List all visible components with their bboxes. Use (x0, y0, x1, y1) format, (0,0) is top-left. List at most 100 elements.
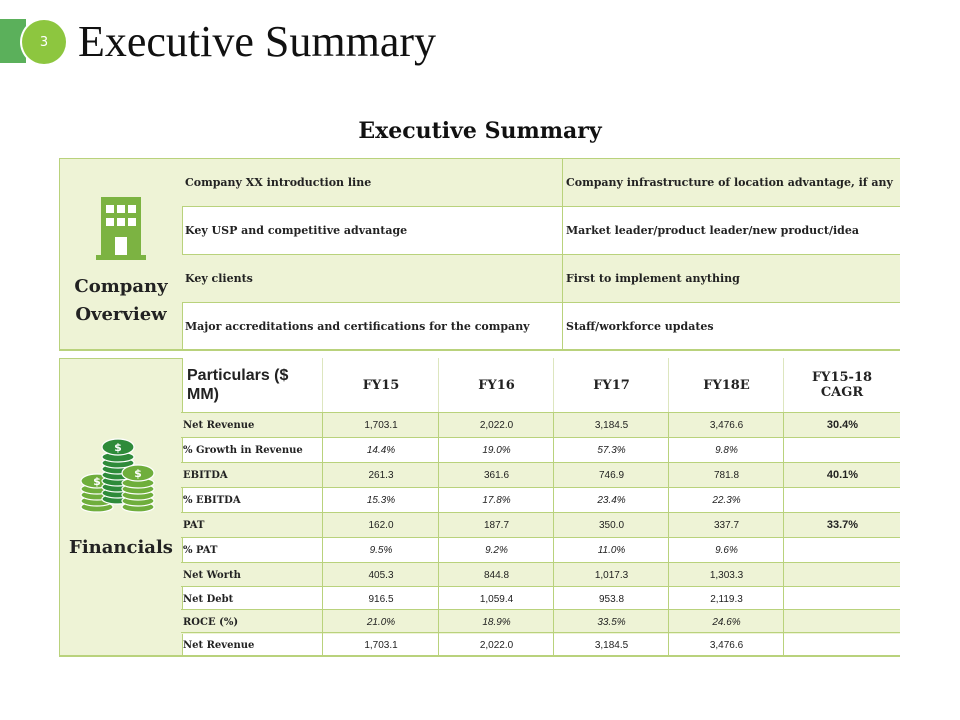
financials-row: % EBITDA 15.3% 17.8% 23.4% 22.3% (181, 487, 900, 512)
financials-cell-cagr (783, 538, 901, 562)
financials-cell-fy15: 261.3 (322, 463, 439, 487)
financials-cell-fy18e: 1,303.3 (668, 563, 784, 587)
financials-cell-cagr: 33.7% (783, 513, 901, 537)
financials-cell-fy16: 2,022.0 (438, 413, 554, 437)
financials-cell-cagr (783, 488, 901, 512)
header-fy15: FY15 (322, 358, 439, 412)
financials-row: Net Revenue 1,703.1 2,022.0 3,184.5 3,476.6 (181, 632, 900, 657)
financials-cell-label: % EBITDA (183, 494, 241, 506)
header-fy17: FY17 (553, 358, 669, 412)
financials-row: % PAT 9.5% 9.2% 11.0% 9.6% (181, 537, 900, 562)
financials-row: Net Debt 916.5 1,059.4 953.8 2,119.3 (181, 586, 900, 611)
financials-cell-fy16: 361.6 (438, 463, 554, 487)
overview-cell-left: Company XX introduction line (185, 176, 372, 189)
financials-cell-fy17: 57.3% (553, 438, 669, 462)
financials-cell-fy15: 15.3% (322, 488, 439, 512)
financials-row: ROCE (%) 21.0% 18.9% 33.5% 24.6% (181, 609, 900, 634)
financials-cell-fy17: 746.9 (553, 463, 669, 487)
financials-label: Financials (69, 537, 173, 558)
slide-number-bar (0, 19, 26, 63)
financials-cell-cagr (783, 587, 901, 611)
financials-cell-fy17: 3,184.5 (553, 633, 669, 657)
table-title: Executive Summary (358, 118, 602, 144)
financials-cell-fy17: 3,184.5 (553, 413, 669, 437)
financials-cell-label: % PAT (183, 544, 218, 556)
overview-row: Major accreditations and certifications … (182, 302, 900, 350)
financials-cell-fy18e: 2,119.3 (668, 587, 784, 611)
overview-row: Company XX introduction line Company inf… (182, 158, 900, 206)
financials-cell-fy16: 9.2% (438, 538, 554, 562)
financials-cell-label: Net Revenue (183, 639, 255, 651)
coins-icon: $ $ $ (80, 438, 155, 513)
company-overview-label-line2: Overview (75, 304, 167, 325)
overview-cell-right: Market leader/product leader/new product… (562, 207, 901, 254)
company-overview-label-cell: Company Overview (59, 158, 183, 351)
overview-cell-right: First to implement anything (562, 255, 901, 302)
financials-cell-fy15: 1,703.1 (322, 413, 439, 437)
financials-cell-fy15: 405.3 (322, 563, 439, 587)
financials-row: PAT 162.0 187.7 350.0 337.7 33.7% (181, 512, 900, 537)
financials-bottom-rule (59, 655, 900, 657)
financials-cell-label: % Growth in Revenue (183, 444, 303, 456)
page-title: Executive Summary (78, 17, 437, 66)
financials-header-row: Particulars ($ MM) FY15 FY16 FY17 FY18E … (181, 358, 900, 412)
financials-cell-fy16: 1,059.4 (438, 587, 554, 611)
financials-cell-cagr: 30.4% (783, 413, 901, 437)
financials-label-cell: $ $ $ Financials (59, 358, 183, 657)
financials-cell-fy18e: 3,476.6 (668, 413, 784, 437)
financials-cell-fy18e: 9.8% (668, 438, 784, 462)
overview-row: Key clients First to implement anything (182, 254, 900, 302)
financials-cell-fy15: 9.5% (322, 538, 439, 562)
slide-number-badge: 3 (22, 20, 66, 64)
overview-cell-right: Company infrastructure of location advan… (562, 159, 901, 206)
financials-cell-fy17: 1,017.3 (553, 563, 669, 587)
financials-cell-fy18e: 337.7 (668, 513, 784, 537)
financials-cell-fy18e: 22.3% (668, 488, 784, 512)
header-particulars: Particulars ($ MM) (187, 367, 289, 403)
financials-cell-fy15: 21.0% (322, 610, 439, 634)
financials-cell-fy15: 1,703.1 (322, 633, 439, 657)
company-overview-section: Company Overview Company XX introduction… (59, 158, 900, 351)
overview-bottom-rule (59, 349, 900, 351)
financials-cell-fy15: 162.0 (322, 513, 439, 537)
financials-cell-fy18e: 3,476.6 (668, 633, 784, 657)
svg-text:$: $ (114, 441, 122, 454)
financials-cell-cagr (783, 438, 901, 462)
financials-cell-fy15: 916.5 (322, 587, 439, 611)
financials-row: EBITDA 261.3 361.6 746.9 781.8 40.1% (181, 462, 900, 487)
financials-row: % Growth in Revenue 14.4% 19.0% 57.3% 9.8% (181, 437, 900, 462)
financials-cell-fy18e: 24.6% (668, 610, 784, 634)
financials-cell-cagr (783, 563, 901, 587)
svg-text:$: $ (134, 467, 142, 480)
overview-row: Key USP and competitive advantage Market… (182, 206, 900, 254)
financials-cell-fy17: 23.4% (553, 488, 669, 512)
financials-row: Net Worth 405.3 844.8 1,017.3 1,303.3 (181, 562, 900, 587)
financials-cell-label: PAT (183, 519, 205, 531)
financials-cell-fy15: 14.4% (322, 438, 439, 462)
overview-cell-right: Staff/workforce updates (562, 303, 901, 350)
company-overview-label-line1: Company (74, 276, 168, 297)
overview-cell-left: Key USP and competitive advantage (185, 224, 408, 237)
financials-cell-fy16: 19.0% (438, 438, 554, 462)
overview-cell-left: Major accreditations and certifications … (185, 320, 530, 333)
financials-cell-label: Net Debt (183, 593, 234, 605)
financials-cell-label: Net Worth (183, 569, 241, 581)
header-fy18e: FY18E (668, 358, 784, 412)
header-cagr: FY15-18 CAGR (783, 358, 900, 412)
financials-cell-fy16: 844.8 (438, 563, 554, 587)
financials-cell-fy16: 17.8% (438, 488, 554, 512)
financials-cell-label: Net Revenue (183, 419, 255, 431)
financials-cell-fy17: 953.8 (553, 587, 669, 611)
financials-cell-fy18e: 781.8 (668, 463, 784, 487)
financials-cell-fy16: 2,022.0 (438, 633, 554, 657)
financials-cell-fy17: 33.5% (553, 610, 669, 634)
financials-cell-fy17: 350.0 (553, 513, 669, 537)
financials-cell-cagr (783, 610, 901, 634)
financials-cell-fy18e: 9.6% (668, 538, 784, 562)
overview-cell-left: Key clients (185, 272, 253, 285)
header-fy16: FY16 (438, 358, 554, 412)
financials-cell-label: ROCE (%) (183, 616, 239, 628)
financials-cell-cagr: 40.1% (783, 463, 901, 487)
company-overview-label: Company Overview (60, 273, 182, 329)
financials-cell-fy16: 18.9% (438, 610, 554, 634)
